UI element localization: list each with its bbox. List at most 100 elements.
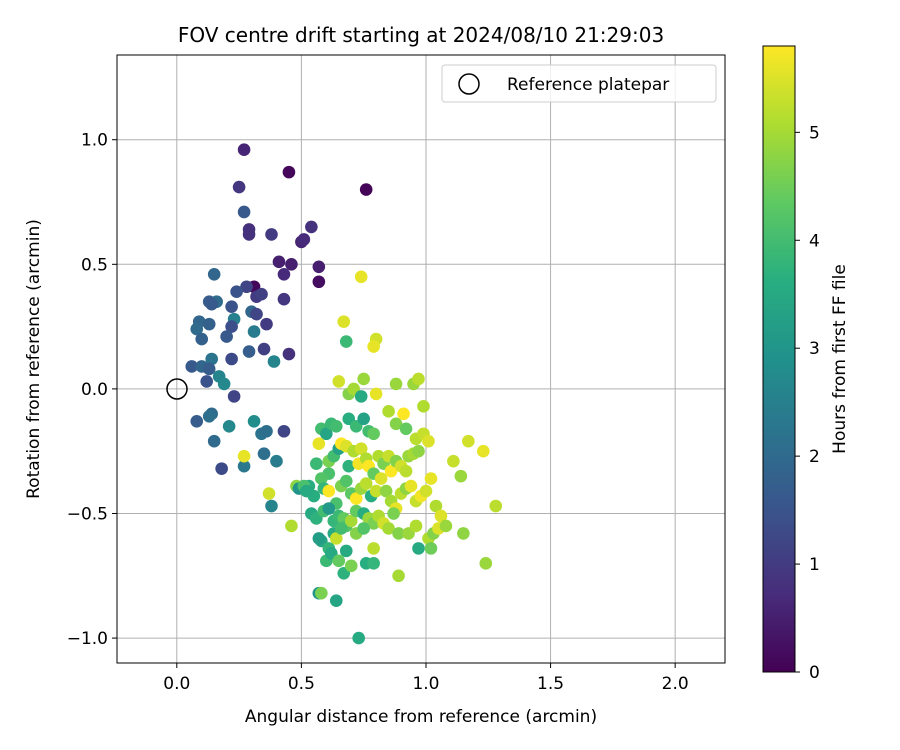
x-axis-ticks: 0.0 0.5 1.0 1.5 2.0 xyxy=(163,663,689,694)
data-point xyxy=(389,377,403,391)
grid xyxy=(117,55,725,663)
data-point xyxy=(409,519,423,533)
data-point xyxy=(242,345,256,358)
data-point xyxy=(205,352,218,366)
chart-title: FOV centre drift starting at 2024/08/10 … xyxy=(178,23,664,47)
data-point xyxy=(272,255,286,269)
colorbar-tick-label: 4 xyxy=(809,231,820,251)
data-point xyxy=(260,424,273,438)
y-tick-label: 0.5 xyxy=(81,255,108,275)
data-point xyxy=(457,527,470,540)
data-point xyxy=(434,509,448,523)
data-point xyxy=(202,362,216,376)
data-point xyxy=(399,464,413,478)
data-point xyxy=(339,544,353,558)
data-point xyxy=(359,477,373,490)
data-point xyxy=(247,325,261,338)
colorbar-tick-label: 2 xyxy=(809,447,820,467)
data-point xyxy=(369,484,383,498)
x-axis-label: Angular distance from reference (arcmin) xyxy=(245,707,597,727)
data-point xyxy=(225,352,238,366)
data-point xyxy=(379,484,393,498)
data-point xyxy=(384,464,398,478)
data-point xyxy=(262,487,276,500)
colorbar-ticks: 0 1 2 3 4 5 xyxy=(795,123,820,683)
data-point xyxy=(265,499,278,513)
data-point xyxy=(392,527,405,540)
y-tick-label: 1.0 xyxy=(81,131,108,151)
data-point xyxy=(257,447,271,460)
data-point xyxy=(476,444,490,458)
data-point xyxy=(242,228,256,241)
data-point xyxy=(312,260,326,274)
data-point xyxy=(237,449,251,463)
data-point xyxy=(349,492,363,505)
data-point xyxy=(265,228,278,241)
x-tick-label: 0.5 xyxy=(288,674,315,694)
data-point xyxy=(389,417,403,431)
colorbar xyxy=(762,45,796,673)
y-tick-label: −1.0 xyxy=(67,629,108,649)
data-point xyxy=(329,532,343,545)
data-point xyxy=(240,280,253,294)
legend-label: Reference platepar xyxy=(507,75,669,95)
colorbar-tick-label: 5 xyxy=(809,123,820,143)
data-point xyxy=(297,233,311,246)
data-point xyxy=(277,292,291,306)
data-point xyxy=(424,542,438,555)
data-point xyxy=(454,469,468,483)
data-point xyxy=(332,554,346,568)
data-point xyxy=(270,454,283,468)
data-point xyxy=(282,347,296,361)
data-point xyxy=(387,507,400,520)
data-point xyxy=(315,472,328,485)
data-point xyxy=(282,165,296,179)
data-point xyxy=(200,375,214,388)
plot-frame xyxy=(116,54,726,664)
data-point xyxy=(367,340,380,353)
data-points xyxy=(185,143,503,645)
data-point xyxy=(230,285,243,299)
data-point xyxy=(374,472,388,485)
colorbar-tick-label: 1 xyxy=(809,555,820,575)
data-point xyxy=(354,442,368,456)
data-point xyxy=(285,519,298,533)
x-tick-label: 2.0 xyxy=(662,674,689,694)
data-point xyxy=(237,205,251,219)
data-point xyxy=(285,258,298,271)
data-point xyxy=(332,375,346,388)
data-point xyxy=(399,422,413,436)
data-point xyxy=(367,427,380,441)
colorbar-tick-label: 0 xyxy=(809,663,820,683)
data-point xyxy=(404,479,418,493)
data-point xyxy=(422,434,435,448)
x-tick-label: 1.0 xyxy=(412,674,439,694)
data-point xyxy=(195,332,209,346)
data-point xyxy=(357,412,370,426)
data-point xyxy=(412,372,425,386)
data-point xyxy=(227,390,241,403)
colorbar-tick-label: 3 xyxy=(809,339,820,359)
data-point xyxy=(217,377,231,391)
data-point xyxy=(339,474,353,488)
data-point xyxy=(202,317,216,331)
data-point xyxy=(344,514,358,528)
data-point xyxy=(344,559,358,573)
data-point xyxy=(207,434,221,448)
data-point xyxy=(489,499,503,513)
data-point xyxy=(342,459,356,473)
data-point xyxy=(339,335,353,348)
data-point xyxy=(462,434,475,448)
data-point xyxy=(479,557,493,570)
data-point xyxy=(352,631,366,645)
legend-marker xyxy=(458,73,480,95)
data-point xyxy=(334,522,348,535)
data-point xyxy=(190,414,204,428)
data-point xyxy=(237,143,251,156)
y-axis-ticks: 1.0 0.5 0.0 −0.5 −1.0 xyxy=(67,131,117,649)
data-point xyxy=(354,390,368,403)
data-point xyxy=(237,459,251,473)
data-point xyxy=(277,424,291,438)
data-point xyxy=(315,586,328,600)
